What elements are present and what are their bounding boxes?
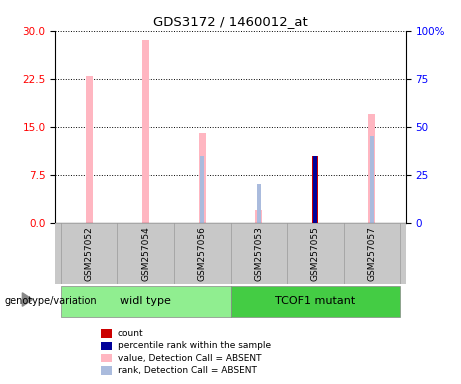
Bar <box>61 286 230 317</box>
Bar <box>230 286 400 317</box>
Text: GSM257054: GSM257054 <box>141 226 150 281</box>
Text: GSM257052: GSM257052 <box>85 226 94 281</box>
Bar <box>86 76 93 223</box>
Text: count: count <box>118 329 143 338</box>
Bar <box>255 210 262 223</box>
Text: percentile rank within the sample: percentile rank within the sample <box>118 341 271 351</box>
Text: GSM257053: GSM257053 <box>254 226 263 281</box>
Bar <box>368 114 375 223</box>
Text: GSM257055: GSM257055 <box>311 226 320 281</box>
Bar <box>257 184 261 223</box>
Bar <box>142 40 149 223</box>
Polygon shape <box>22 293 32 306</box>
Text: genotype/variation: genotype/variation <box>5 296 97 306</box>
Text: rank, Detection Call = ABSENT: rank, Detection Call = ABSENT <box>118 366 256 375</box>
Text: value, Detection Call = ABSENT: value, Detection Call = ABSENT <box>118 354 261 363</box>
Bar <box>370 136 374 223</box>
Text: GSM257056: GSM257056 <box>198 226 207 281</box>
Text: TCOF1 mutant: TCOF1 mutant <box>275 296 355 306</box>
Bar <box>313 156 318 223</box>
Bar <box>200 156 204 223</box>
Bar <box>313 156 317 223</box>
Title: GDS3172 / 1460012_at: GDS3172 / 1460012_at <box>153 15 308 28</box>
Text: widl type: widl type <box>120 296 171 306</box>
Bar <box>199 133 206 223</box>
Text: GSM257057: GSM257057 <box>367 226 376 281</box>
